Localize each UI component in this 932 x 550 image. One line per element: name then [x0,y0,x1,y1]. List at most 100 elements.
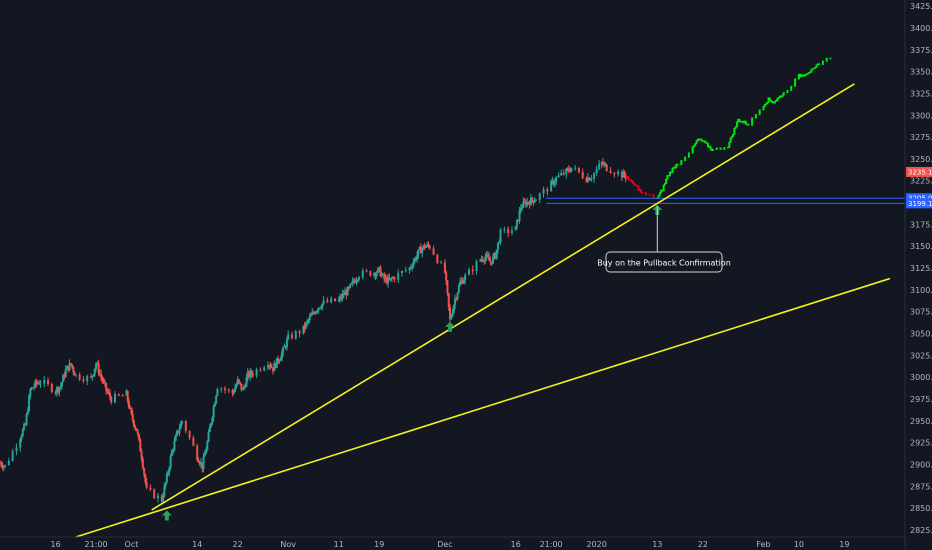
projection-candle [771,100,774,104]
candle-body [279,358,282,361]
projection-candle [766,101,769,105]
trendline [151,83,855,511]
projection-candle [658,192,661,197]
candle-body [452,305,455,313]
candle-body [426,244,429,247]
candle-body [600,162,603,164]
candle-body [167,472,170,474]
candle-body [198,462,201,465]
candle-body [110,397,113,403]
projection-candle [675,163,678,169]
projection-candle [780,95,783,98]
candle-body [134,426,137,429]
level-lines-layer [546,197,905,204]
candle-body [132,420,135,427]
projection-candle [641,191,644,194]
projection-candle [762,106,765,111]
candle-body [245,377,248,387]
candle-body [355,280,358,283]
projection-candle [776,97,779,102]
projection-candle [644,192,647,196]
candle-body [177,430,180,433]
projection-candle [699,138,702,141]
price-tick-label: 3325.0 [910,89,932,98]
trendline [75,277,891,538]
projection-candle [703,140,706,143]
candle-body [450,316,453,320]
time-tick-label: 21:00 [540,540,563,549]
candle-body [375,272,378,276]
candle-body [464,274,467,281]
candle-body [424,246,427,248]
candle-body [280,352,283,359]
candle-body [211,417,214,424]
candle-body [337,299,340,302]
projection-candle [637,185,640,191]
time-axis-labels[interactable]: Sep1621:00Oct1422Nov1119Dec1621:00202013… [0,540,850,549]
candle-body [25,414,28,425]
price-tick-label: 2850.0 [910,504,932,513]
candle-body [232,392,235,394]
projection-candle [662,184,665,192]
candle-body [351,280,354,284]
candle-body [162,496,165,502]
candles-layer [0,157,627,504]
candle-body [203,453,206,457]
candle-body [184,421,187,432]
candle-body [101,377,104,382]
candle-body [136,430,139,435]
projection-candle [737,118,740,123]
price-tick-label: 2875.0 [910,482,932,491]
candle-body [555,177,558,182]
candle-body [93,368,96,375]
projection-candle [633,183,636,186]
projection-candle [648,194,651,196]
projection-candle [813,67,816,70]
candle-body [170,450,173,457]
candle-body [169,456,172,468]
price-tick-label: 3275.0 [910,133,932,142]
candle-body [517,219,520,221]
projection-candle [772,102,775,104]
candle-body [467,269,470,275]
candle-body [213,403,216,407]
price-tick-label: 3175.0 [910,220,932,229]
projection-candle [710,148,713,151]
candle-body [60,382,63,387]
candle-body [7,460,10,466]
candle-body [378,266,381,269]
projection-candle [744,120,747,125]
candle-body [522,201,525,208]
candle-body [503,228,506,230]
price-tick-label: 2825.0 [910,526,932,535]
time-tick-label: Feb [756,540,770,549]
callout-layer[interactable]: Buy on the Pullback Confirmation [597,206,731,273]
candle-body [102,381,105,383]
projection-candle [807,72,810,74]
candle-body [519,208,522,211]
candle-body [278,360,281,362]
price-tick-label: 3300.0 [910,111,932,120]
price-axis-panel[interactable] [905,0,932,550]
candle-body [11,450,14,461]
candle-body [273,363,276,372]
candle-body [272,367,275,372]
projection-candle [631,180,634,183]
candle-body [303,325,306,329]
candle-body [311,312,314,316]
candle-body [179,423,182,429]
projection-candle [627,175,630,181]
candle-body [173,440,176,450]
projection-candle [804,74,807,77]
candle-body [357,277,360,280]
candle-body [143,468,146,475]
projection-candle [735,121,738,128]
price-tag [906,193,932,204]
candle-body [354,281,357,283]
candle-body [457,285,460,293]
projection-candle [818,63,821,66]
candle-body [390,278,393,280]
candle-body [202,456,205,469]
candle-body [227,389,230,391]
